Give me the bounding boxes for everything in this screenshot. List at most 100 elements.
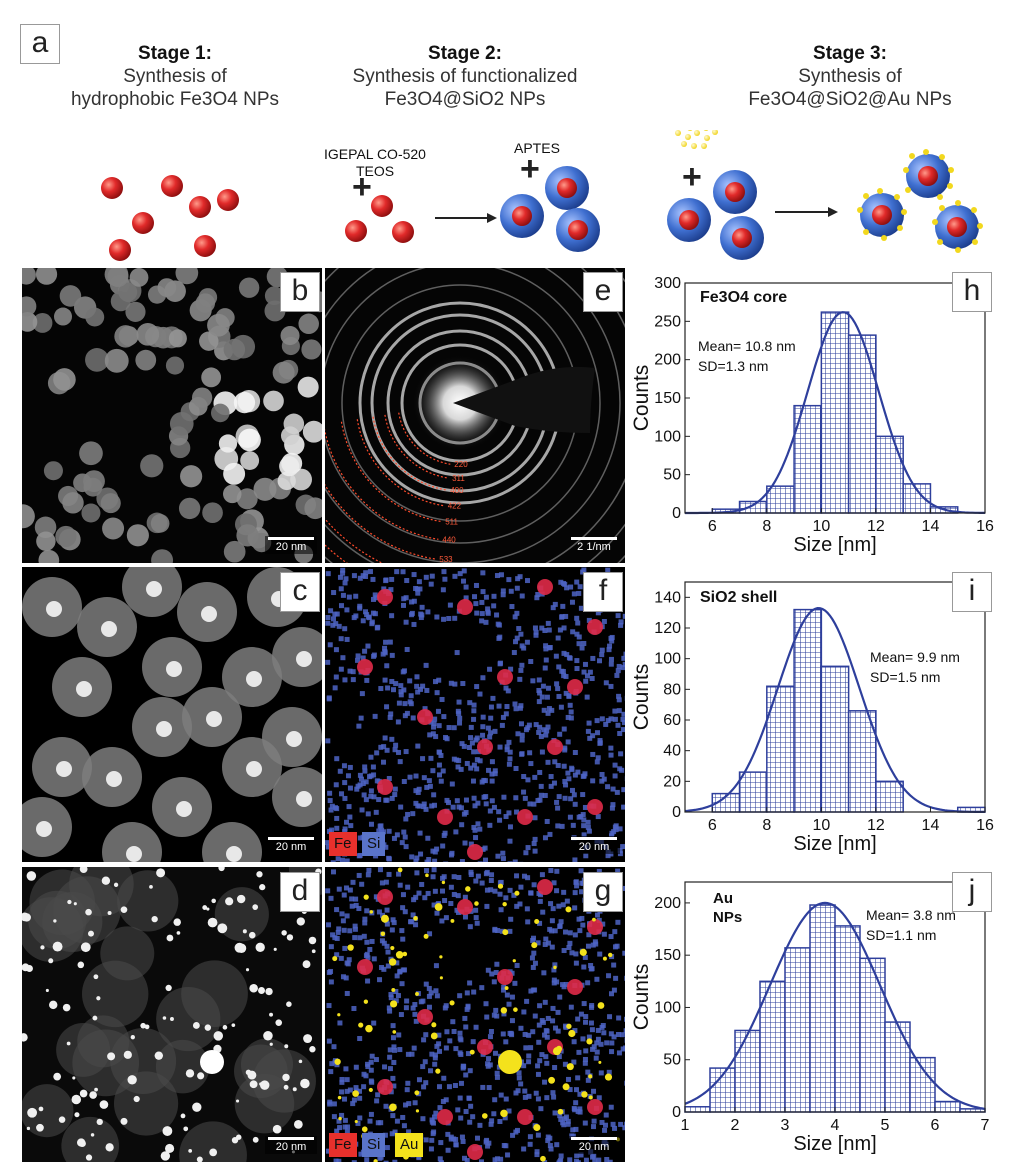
eds-si-pixel bbox=[407, 774, 413, 780]
tem-d-au-particle bbox=[275, 1019, 283, 1026]
tem-d-au-particle bbox=[192, 1022, 200, 1029]
eds-si-pixel bbox=[544, 1034, 550, 1040]
eds-si-pixel bbox=[471, 989, 477, 995]
eds-au-particle bbox=[588, 1095, 593, 1100]
eds-si-pixel bbox=[498, 1156, 504, 1162]
eds-si-pixel bbox=[423, 1080, 429, 1086]
tem-b-particle bbox=[180, 465, 203, 488]
eds-si-pixel bbox=[582, 1056, 588, 1062]
eds-si-pixel bbox=[471, 762, 477, 768]
eds-si-pixel bbox=[471, 749, 477, 755]
tem-d-au-particle bbox=[67, 899, 72, 905]
eds-si-pixel bbox=[389, 927, 395, 933]
eds-si-pixel bbox=[340, 570, 346, 576]
eds-si-pixel bbox=[620, 844, 625, 850]
eds-si-pixel bbox=[557, 731, 563, 737]
eds-si-pixel bbox=[394, 1118, 400, 1124]
eds-si-pixel bbox=[548, 774, 554, 780]
eds-si-pixel bbox=[369, 1053, 375, 1059]
eds-si-pixel bbox=[492, 771, 498, 777]
tem-d-au-particle bbox=[300, 1078, 310, 1089]
eds-si-pixel bbox=[558, 1116, 564, 1122]
eds-si-pixel bbox=[470, 1039, 476, 1045]
eds-si-pixel bbox=[586, 932, 592, 938]
tem-b-particle bbox=[233, 391, 256, 414]
eds-si-pixel bbox=[547, 831, 553, 837]
eds-si-pixel bbox=[535, 1096, 541, 1102]
eds-si-pixel bbox=[615, 1032, 621, 1038]
eds-si-pixel bbox=[421, 1084, 427, 1090]
eds-si-pixel bbox=[561, 673, 567, 679]
eds-fe-core bbox=[587, 919, 603, 935]
chart-title: Au bbox=[713, 890, 733, 907]
eds-si-pixel bbox=[401, 1123, 407, 1129]
eds-si-pixel bbox=[371, 652, 377, 658]
eds-si-pixel bbox=[351, 573, 357, 579]
eds-si-pixel bbox=[352, 926, 358, 932]
eds-si-pixel bbox=[426, 993, 432, 999]
eds-si-pixel bbox=[423, 574, 429, 580]
eds-si-pixel bbox=[436, 723, 442, 729]
eds-si-pixel bbox=[431, 902, 437, 908]
eds-si-pixel bbox=[593, 941, 599, 947]
y-tick-label: 200 bbox=[654, 352, 681, 369]
eds-si-pixel bbox=[568, 584, 574, 590]
eds-si-pixel bbox=[488, 887, 494, 893]
eds-si-pixel bbox=[541, 707, 547, 713]
eds-si-pixel bbox=[585, 819, 591, 825]
stage2-line1: Synthesis of functionalized bbox=[352, 66, 578, 87]
eds-si-pixel bbox=[576, 1049, 582, 1055]
eds-si-pixel bbox=[364, 1157, 370, 1162]
y-tick-label: 200 bbox=[654, 895, 681, 912]
eds-si-pixel bbox=[378, 823, 384, 829]
eds-si-pixel bbox=[429, 1137, 435, 1143]
eds-si-pixel bbox=[532, 1013, 538, 1019]
eds-si-pixel bbox=[467, 980, 473, 986]
eds-si-pixel bbox=[330, 616, 336, 622]
eds-si-pixel bbox=[595, 1036, 601, 1042]
eds-au-particle bbox=[354, 1119, 358, 1124]
eds-si-pixel bbox=[344, 960, 350, 966]
eds-si-pixel bbox=[359, 807, 365, 813]
eds-si-pixel bbox=[356, 872, 362, 878]
eds-si-pixel bbox=[450, 804, 456, 810]
eds-si-pixel bbox=[345, 1124, 351, 1130]
eds-si-pixel bbox=[338, 636, 344, 642]
eds-si-pixel bbox=[543, 732, 549, 738]
eds-si-pixel bbox=[580, 792, 586, 798]
eds-si-pixel bbox=[521, 645, 527, 651]
eds-si-pixel bbox=[606, 647, 612, 653]
x-tick-label: 10 bbox=[812, 817, 830, 834]
tem-c-core bbox=[296, 651, 312, 667]
eds-si-pixel bbox=[358, 1151, 364, 1157]
eds-si-pixel bbox=[338, 666, 344, 672]
eds-si-pixel bbox=[334, 611, 340, 617]
eds-si-pixel bbox=[438, 778, 444, 784]
eds-si-pixel bbox=[377, 977, 383, 983]
eds-si-pixel bbox=[403, 1005, 409, 1011]
eds-si-pixel bbox=[427, 732, 433, 738]
eds-si-pixel bbox=[368, 754, 374, 760]
eds-si-pixel bbox=[540, 683, 546, 689]
eds-si-pixel bbox=[405, 1051, 411, 1057]
eds-si-pixel bbox=[425, 835, 431, 841]
eds-si-pixel bbox=[471, 795, 477, 801]
eds-si-pixel bbox=[569, 950, 575, 956]
eds-si-pixel bbox=[596, 1157, 602, 1162]
eds-si-pixel bbox=[342, 580, 348, 586]
stage3-title: Stage 3: bbox=[813, 43, 887, 64]
tem-d-au-particle bbox=[165, 1143, 175, 1154]
eds-si-pixel bbox=[527, 750, 533, 756]
eds-si-pixel bbox=[596, 1095, 602, 1101]
eds-si-pixel bbox=[506, 761, 512, 767]
eds-si-pixel bbox=[336, 926, 342, 932]
eds-au-particle bbox=[450, 918, 455, 923]
eds-si-pixel bbox=[617, 847, 623, 853]
eds-si-pixel bbox=[608, 745, 614, 751]
eds-au-particle bbox=[413, 916, 418, 921]
eds-si-pixel bbox=[392, 786, 398, 792]
y-tick-label: 60 bbox=[663, 712, 681, 729]
tem-d-au-particle bbox=[74, 1112, 80, 1118]
eds-si-pixel bbox=[327, 1099, 333, 1105]
eds-si-pixel bbox=[485, 1063, 491, 1069]
